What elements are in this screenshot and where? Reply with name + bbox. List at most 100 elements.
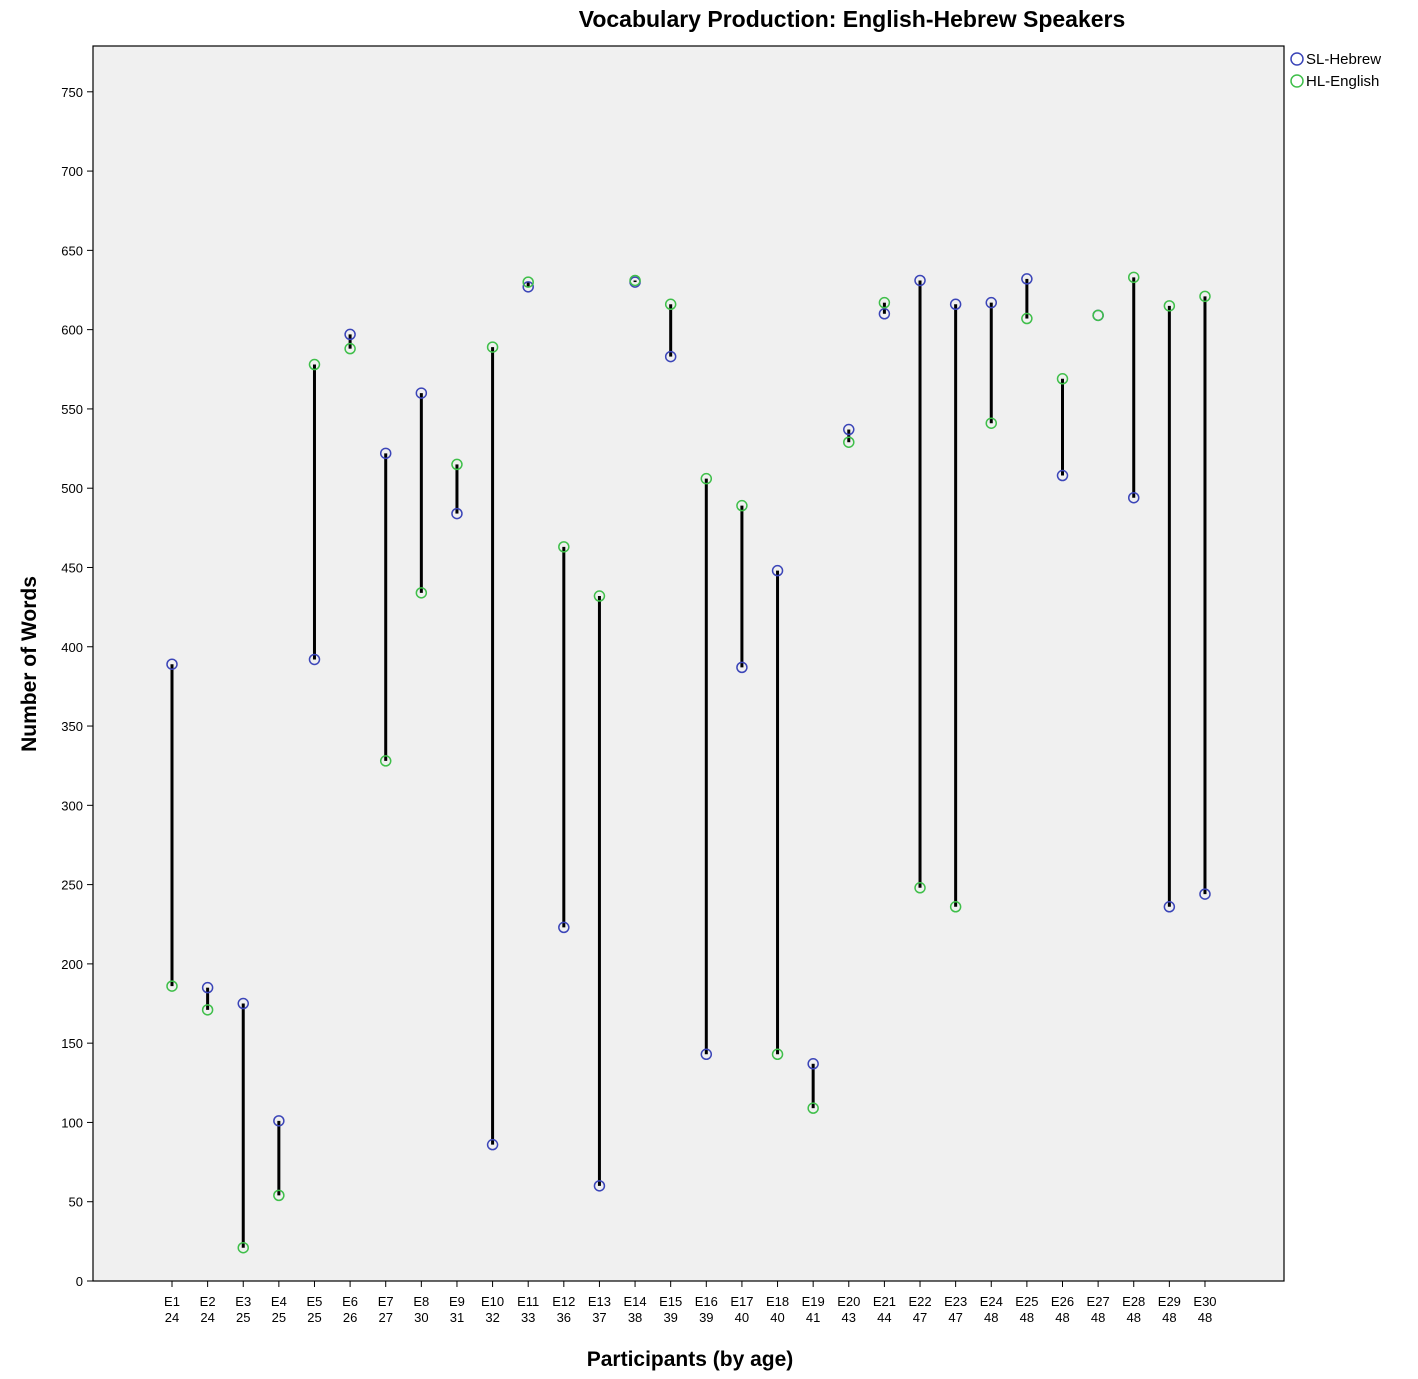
x-tick-label-age: 38	[628, 1310, 642, 1325]
hl-english-point	[807, 1102, 819, 1114]
legend-label: SL-Hebrew	[1306, 51, 1381, 68]
x-tick-label-id: E4	[271, 1294, 287, 1309]
sl-hebrew-point	[1056, 469, 1069, 482]
y-tick-label: 700	[61, 164, 83, 179]
x-tick-label-age: 25	[307, 1310, 321, 1325]
sl-hebrew-point	[771, 564, 784, 577]
connector-lines	[170, 277, 1207, 1248]
x-tick-label-id: E26	[1051, 1294, 1074, 1309]
y-tick-label: 300	[61, 798, 83, 813]
x-tick-label-id: E27	[1087, 1294, 1110, 1309]
hl-english-point	[558, 541, 570, 553]
x-tick-label-age: 39	[663, 1310, 677, 1325]
x-tick-label-id: E23	[944, 1294, 967, 1309]
hl-english-point	[451, 458, 463, 471]
hl-english-point	[771, 1048, 784, 1061]
x-tick-label-age: 44	[877, 1310, 891, 1325]
hl-english-point	[166, 980, 178, 992]
x-tick-label-id: E22	[908, 1294, 931, 1309]
x-tick-label-age: 25	[236, 1310, 250, 1325]
hl-english-point	[914, 882, 926, 894]
hl-english-point	[415, 587, 428, 599]
x-axis: E124E224E325E425E525E626E727E830E931E103…	[164, 1281, 1217, 1325]
sl-hebrew-point	[1199, 888, 1211, 900]
y-tick-label: 550	[61, 402, 83, 417]
sl-hebrew-point	[166, 658, 178, 670]
x-tick-label-id: E12	[552, 1294, 575, 1309]
hl-english-point	[237, 1241, 249, 1254]
x-tick-label-age: 47	[913, 1310, 927, 1325]
hl-english-point	[1056, 373, 1069, 385]
hl-english-point	[201, 1004, 214, 1016]
x-tick-label-age: 47	[948, 1310, 962, 1325]
x-tick-label-age: 48	[1162, 1310, 1176, 1325]
legend-marker	[1290, 74, 1304, 88]
x-tick-label-age: 48	[984, 1310, 998, 1325]
hl-english-point	[593, 590, 606, 602]
x-tick-label-age: 48	[1198, 1310, 1212, 1325]
x-tick-label-id: E13	[588, 1294, 611, 1309]
sl-hebrew-point	[878, 308, 891, 320]
y-tick-label: 600	[61, 323, 83, 338]
legend: SL-Hebrew HL-English	[1290, 51, 1381, 90]
hl-english-point	[1092, 309, 1104, 322]
sl-hebrew-point	[985, 296, 998, 309]
hl-english-point	[379, 755, 392, 767]
x-tick-label-age: 24	[165, 1310, 179, 1325]
y-tick-label: 500	[61, 481, 83, 496]
sl-hebrew-point	[914, 274, 926, 287]
sl-hebrew-point	[344, 328, 356, 341]
x-tick-label-id: E15	[659, 1294, 682, 1309]
y-tick-label: 400	[61, 640, 83, 655]
y-tick-label: 100	[61, 1115, 83, 1130]
x-tick-label-id: E29	[1158, 1294, 1181, 1309]
sl-hebrew-point	[273, 1115, 285, 1127]
plot-area	[92, 45, 1285, 1282]
hl-english-point	[1021, 312, 1033, 325]
x-tick-label-id: E20	[837, 1294, 860, 1309]
x-tick-label-id: E14	[623, 1294, 646, 1309]
x-tick-label-age: 40	[770, 1310, 784, 1325]
hl-english-point	[273, 1189, 285, 1202]
x-tick-label-age: 27	[378, 1310, 392, 1325]
y-tick-label: 50	[69, 1195, 83, 1210]
hl-english-point	[1199, 290, 1211, 303]
y-tick-label: 250	[61, 878, 83, 893]
x-tick-label-age: 48	[1091, 1310, 1105, 1325]
y-tick-label: 200	[61, 957, 83, 972]
x-tick-label-age: 37	[592, 1310, 606, 1325]
hl-english-point	[522, 276, 534, 288]
x-tick-label-id: E17	[730, 1294, 753, 1309]
sl-hebrew-point	[451, 507, 463, 520]
sl-hebrew-point	[949, 298, 962, 311]
y-tick-label: 0	[76, 1274, 83, 1289]
sl-hebrew-point	[308, 653, 321, 666]
hl-english-point	[486, 341, 499, 353]
sl-hebrew-point	[558, 921, 570, 934]
y-axis-title: Number of Words	[18, 576, 41, 752]
x-tick-label-id: E5	[307, 1294, 323, 1309]
x-tick-label-id: E9	[449, 1294, 465, 1309]
x-tick-label-id: E7	[378, 1294, 394, 1309]
sl-hebrew-point	[664, 350, 677, 363]
hl-english-point	[843, 436, 855, 448]
sl-hebrew-point	[1021, 273, 1033, 285]
hl-english-point	[664, 298, 677, 311]
hl-english-point	[308, 358, 321, 371]
hl-english-point	[344, 342, 356, 355]
x-tick-label-age: 30	[414, 1310, 428, 1325]
sl-hebrew-point	[379, 447, 392, 460]
x-tick-label-id: E2	[200, 1294, 216, 1309]
sl-hebrew-point	[843, 423, 855, 436]
x-tick-label-age: 41	[806, 1310, 820, 1325]
x-tick-label-id: E24	[980, 1294, 1003, 1309]
chart-title: Vocabulary Production: English-Hebrew Sp…	[579, 6, 1126, 32]
data-points	[166, 271, 1211, 1254]
sl-hebrew-point	[201, 981, 214, 994]
sl-hebrew-point	[237, 997, 249, 1010]
x-tick-label-age: 32	[485, 1310, 499, 1325]
x-tick-label-age: 26	[343, 1310, 357, 1325]
x-tick-label-age: 43	[842, 1310, 856, 1325]
x-tick-label-age: 39	[699, 1310, 713, 1325]
hl-english-point	[985, 417, 998, 429]
